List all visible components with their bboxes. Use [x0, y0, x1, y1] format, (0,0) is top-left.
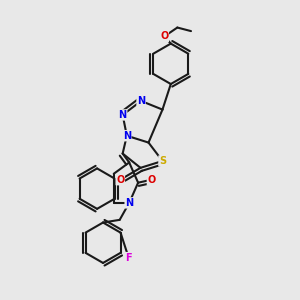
Text: N: N: [137, 96, 145, 106]
Text: O: O: [160, 32, 168, 41]
Text: N: N: [125, 198, 133, 208]
Text: S: S: [159, 156, 166, 166]
Text: O: O: [147, 175, 156, 185]
Text: N: N: [118, 110, 127, 120]
Text: O: O: [116, 175, 124, 185]
Text: F: F: [125, 253, 132, 262]
Text: N: N: [123, 131, 131, 141]
